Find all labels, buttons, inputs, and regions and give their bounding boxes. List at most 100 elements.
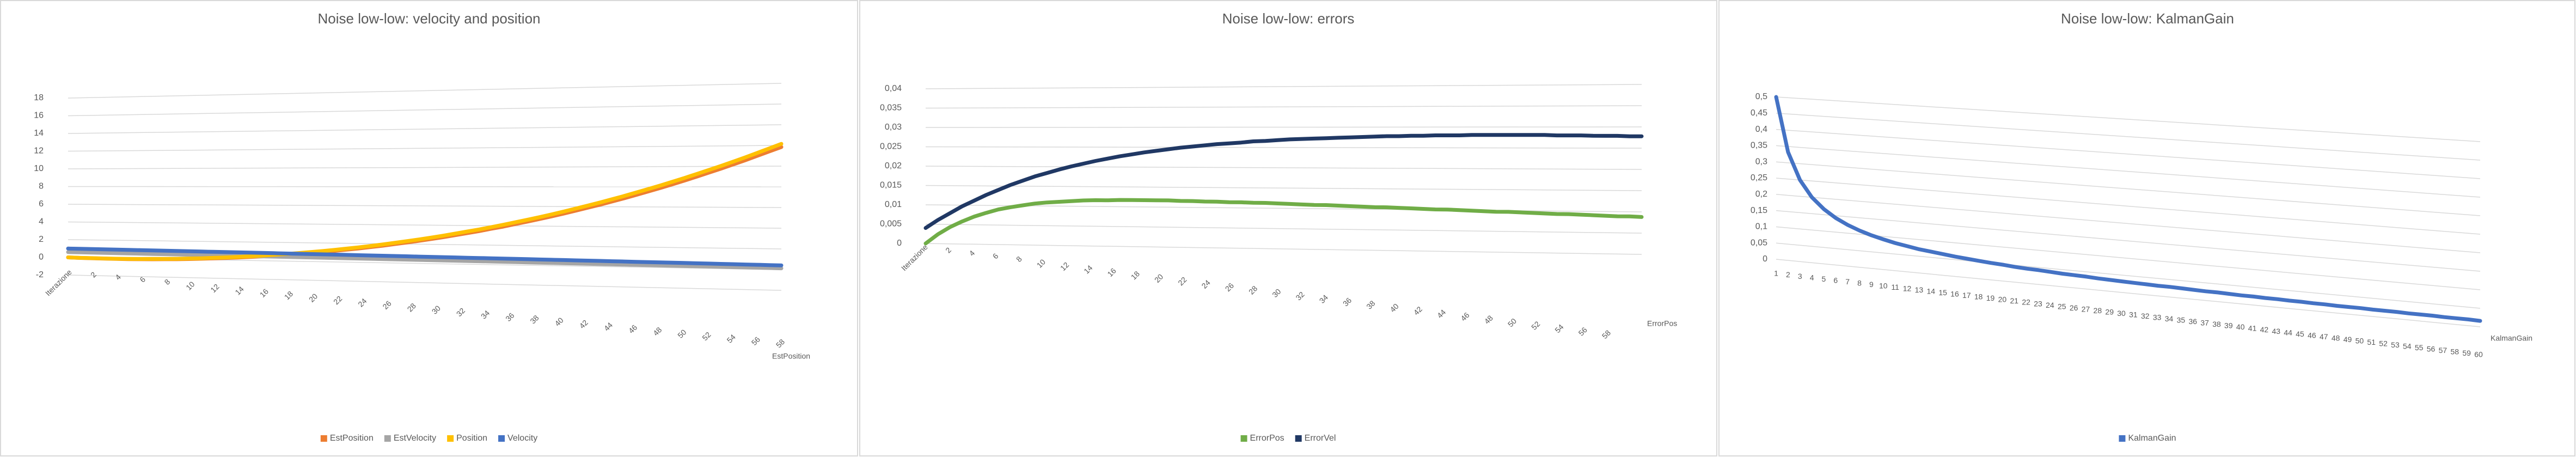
x-tick-label: 24 — [2046, 301, 2054, 309]
depth-axis-label: KalmanGain — [2491, 334, 2532, 343]
chart-panel — [1718, 0, 2575, 456]
depth-axis-label: EstPosition — [772, 352, 810, 361]
chart-title: Noise low-low: errors — [1222, 10, 1355, 27]
y-tick-label: 0 — [39, 253, 44, 262]
legend-label: ErrorVel — [1305, 434, 1336, 443]
grid-line — [68, 275, 782, 291]
x-tick-label: 39 — [2224, 321, 2233, 330]
grid-line — [1776, 113, 2481, 161]
x-tick-label: 32 — [2141, 312, 2150, 320]
x-tick-label: 11 — [1891, 283, 1899, 291]
grid-line — [1776, 259, 2481, 327]
x-tick-label: 27 — [2082, 304, 2090, 313]
x-tick-label: 36 — [2188, 317, 2197, 326]
depth-axis-label: ErrorPos — [1647, 319, 1677, 328]
grid-line — [68, 221, 782, 229]
x-tick-label: 43 — [2272, 327, 2281, 336]
x-tick-label: 41 — [2248, 324, 2257, 333]
y-tick-label: 0 — [1763, 254, 1767, 264]
x-tick-label: 22 — [2022, 298, 2030, 307]
x-tick-label: 25 — [2058, 302, 2066, 310]
grid-line — [68, 239, 782, 249]
grid-line — [925, 146, 1642, 149]
x-tick-label: 3 — [1798, 272, 1802, 281]
y-tick-label: 0,3 — [1755, 157, 1767, 166]
y-tick-label: 0,025 — [880, 142, 902, 151]
x-tick-label: 59 — [2462, 349, 2471, 357]
x-tick-label: 44 — [2284, 328, 2292, 337]
chart-title: Noise low-low: velocity and position — [318, 10, 541, 27]
grid-line — [925, 84, 1642, 89]
x-tick-label: 50 — [2355, 336, 2364, 345]
x-tick-label: 47 — [2320, 332, 2328, 341]
x-tick-label: 55 — [2415, 343, 2424, 352]
grid-line — [925, 223, 1642, 234]
legend-swatch — [320, 435, 327, 442]
x-tick-label: 45 — [2296, 330, 2304, 338]
legend-label: Velocity — [507, 434, 537, 443]
y-tick-label: 0 — [897, 239, 902, 248]
x-tick-label: 5 — [1822, 275, 1826, 283]
legend-label: KalmanGain — [2128, 434, 2176, 443]
grid-line — [1776, 194, 2481, 253]
x-tick-label: 10 — [1879, 281, 1888, 290]
series-line — [1774, 95, 2482, 323]
legend: KalmanGain — [2119, 434, 2176, 443]
x-tick-label: 52 — [2379, 339, 2388, 348]
y-tick-label: 0,035 — [880, 103, 902, 113]
grid-line — [68, 145, 782, 152]
x-tick-label: 23 — [2034, 299, 2042, 308]
legend-swatch — [2119, 435, 2126, 442]
legend-label: EstPosition — [330, 434, 374, 443]
x-tick-label: 17 — [1962, 291, 1971, 300]
x-tick-label: 2 — [1786, 270, 1790, 279]
x-tick-label: 54 — [2403, 342, 2412, 351]
y-tick-label: 0,01 — [885, 200, 902, 209]
y-tick-label: 0,04 — [885, 84, 902, 93]
y-tick-label: 0,05 — [1751, 238, 1767, 247]
grid-line — [68, 103, 782, 117]
y-tick-label: 0,2 — [1755, 190, 1767, 199]
x-tick-label: 9 — [1869, 280, 1874, 289]
y-tick-label: 0,45 — [1751, 108, 1767, 118]
x-tick-label: 29 — [2105, 307, 2114, 316]
series-line — [923, 133, 1644, 230]
x-tick-label: 28 — [2094, 306, 2102, 315]
y-tick-label: 4 — [39, 217, 44, 227]
grid-line — [925, 105, 1642, 109]
x-tick-label: 14 — [1926, 287, 1935, 296]
y-tick-label: 8 — [39, 182, 44, 191]
x-tick-label: 16 — [1950, 290, 1959, 298]
y-tick-label: 0,35 — [1751, 141, 1767, 150]
x-tick-label: 40 — [2236, 322, 2245, 331]
x-tick-label: 38 — [2212, 320, 2221, 328]
grid-line — [1776, 145, 2481, 198]
x-tick-label: 6 — [1833, 276, 1838, 284]
x-tick-label: 33 — [2153, 313, 2162, 322]
y-tick-label: 10 — [34, 164, 44, 173]
y-tick-label: 2 — [39, 235, 44, 244]
x-tick-label: 7 — [1845, 277, 1850, 286]
legend-label: ErrorPos — [1250, 434, 1284, 443]
grid-line — [68, 204, 782, 208]
x-tick-label: 34 — [2165, 314, 2174, 323]
y-tick-label: 0,5 — [1755, 92, 1767, 101]
x-tick-label: 58 — [2450, 348, 2459, 356]
x-tick-label: 49 — [2344, 335, 2352, 344]
legend-swatch — [384, 435, 391, 442]
x-tick-label: 26 — [2070, 303, 2078, 312]
x-tick-label: 42 — [2260, 325, 2269, 334]
x-tick-label: 19 — [1986, 294, 1995, 302]
grid-line — [1776, 210, 2481, 272]
legend-label: EstVelocity — [394, 434, 436, 443]
y-tick-label: 0,1 — [1755, 222, 1767, 231]
x-tick-label: 60 — [2474, 350, 2483, 359]
y-tick-label: 0,015 — [880, 181, 902, 190]
x-tick-label: 48 — [2332, 333, 2340, 342]
x-tick-label: 35 — [2177, 316, 2186, 325]
legend-swatch — [498, 435, 505, 442]
y-tick-label: 0,25 — [1751, 173, 1767, 182]
grid-line — [1776, 96, 2481, 142]
